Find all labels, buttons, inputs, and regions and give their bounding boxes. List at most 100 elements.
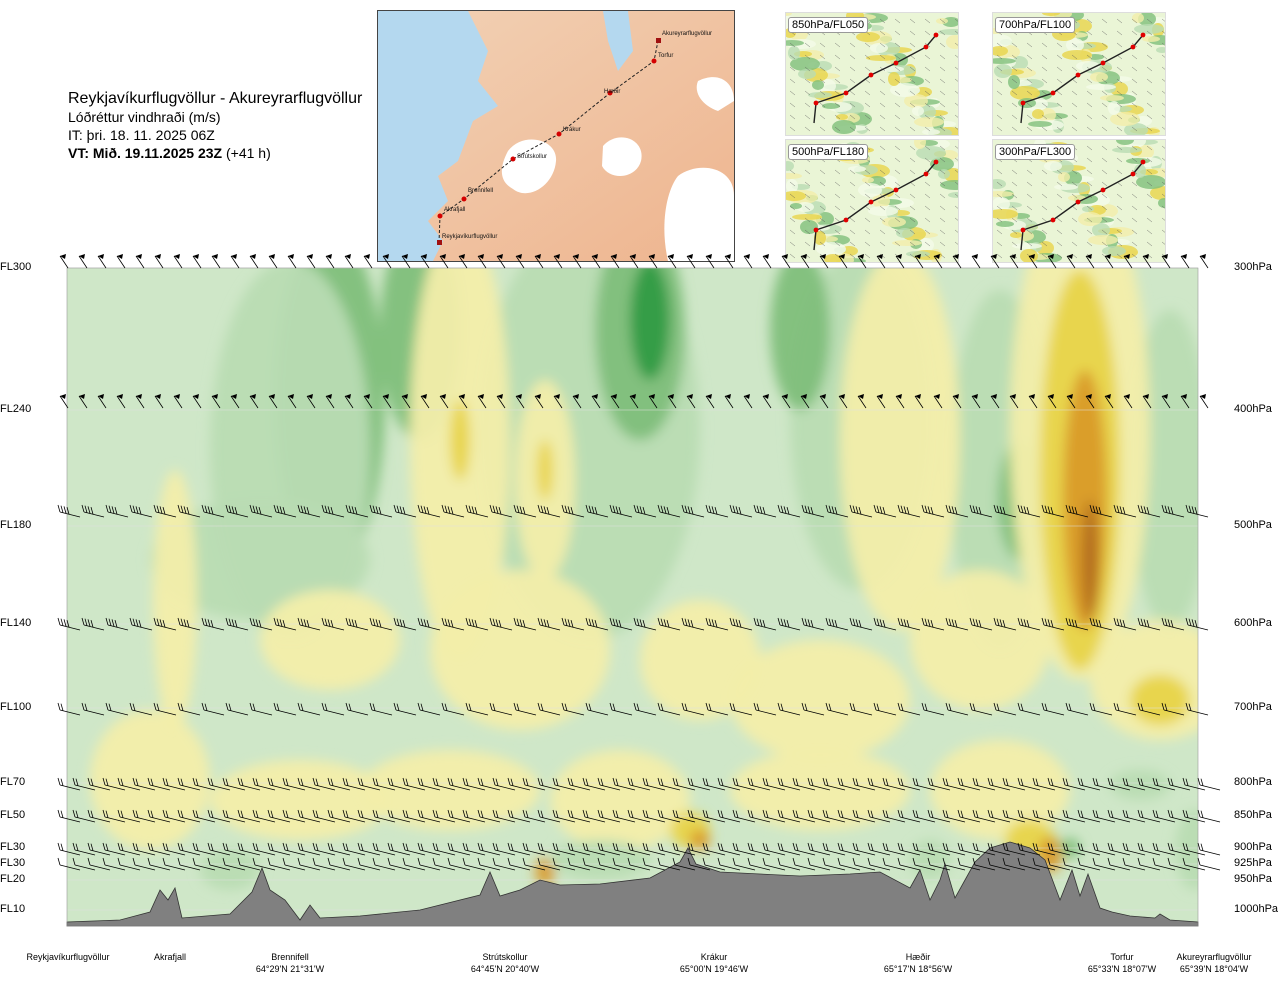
wind-barb — [1092, 842, 1116, 856]
wind-barb — [273, 504, 297, 518]
wind-barb — [897, 809, 921, 823]
panel-barb — [939, 217, 946, 223]
panel-route-point — [868, 199, 874, 205]
wind-barb — [78, 254, 88, 269]
wind-barb — [717, 777, 741, 791]
wind-barb — [1152, 857, 1176, 871]
valid-time-value: VT: Mið. 19.11.2025 23Z — [68, 145, 223, 161]
panel-barb — [1086, 126, 1093, 132]
panel-barb — [939, 18, 946, 24]
waypoint-coord: 65°17'N 18°56'W — [883, 964, 953, 974]
panel-field-cell — [946, 35, 958, 49]
wind-barb — [507, 842, 531, 856]
panel-barb — [834, 181, 841, 187]
panel-barb — [909, 42, 916, 48]
panel-barb — [954, 205, 958, 209]
panel-barb — [1011, 169, 1018, 175]
waypoint-label: Akureyrarflugvöllur 65°39'N 18°04'W — [1159, 951, 1269, 975]
panel-barb — [789, 205, 796, 211]
wind-barb — [942, 857, 966, 871]
waypoint-name: Reykjavíkurflugvöllur — [26, 952, 110, 962]
wind-barb — [567, 857, 591, 871]
wind-barb — [1065, 617, 1089, 631]
wind-barb — [945, 617, 969, 631]
panel-field-cell — [1136, 175, 1165, 189]
panel-barb — [1116, 229, 1123, 235]
panel-barb — [1146, 205, 1153, 211]
wind-barb — [705, 254, 715, 269]
wind-barb — [117, 842, 141, 856]
panel-barb — [924, 181, 931, 187]
wind-barb — [534, 394, 544, 409]
panel-barb — [924, 126, 931, 132]
wind-barb — [432, 809, 456, 823]
panel-field-cell — [948, 192, 958, 198]
wind-barb — [753, 702, 777, 716]
wind-barb — [372, 777, 396, 791]
panel-barb — [1086, 181, 1093, 187]
panel-850hpa[interactable]: 850hPa/FL050 — [785, 12, 959, 136]
panel-barb — [996, 126, 1003, 132]
wind-barb — [465, 504, 489, 518]
wind-barb — [1092, 857, 1116, 871]
waypoint-coord: 64°45'N 20°40'W — [470, 964, 540, 974]
wind-barb — [462, 857, 486, 871]
wind-barb — [489, 504, 513, 518]
wind-barb — [439, 394, 449, 409]
panel-barb — [909, 18, 916, 24]
wind-barb — [537, 857, 561, 871]
wind-barb — [822, 809, 846, 823]
wind-barb — [1199, 254, 1209, 269]
panel-barb — [1146, 145, 1153, 151]
panel-field-cell — [808, 92, 832, 98]
wind-barb — [642, 777, 666, 791]
wind-barb — [629, 254, 639, 269]
panel-field-cell — [1010, 232, 1022, 238]
velocity-contour — [640, 600, 760, 720]
hpa-label: 500hPa — [1234, 519, 1272, 531]
wind-barb — [492, 842, 516, 856]
wind-barb — [417, 809, 441, 823]
panel-barb — [894, 229, 901, 235]
panel-barb — [996, 78, 1003, 84]
panel-500hpa[interactable]: 500hPa/FL180 — [785, 139, 959, 263]
panel-barb — [1146, 30, 1153, 36]
panel-route-point — [923, 44, 929, 50]
wind-barb — [297, 702, 321, 716]
wind-barb — [849, 504, 873, 518]
wind-barb — [838, 254, 848, 269]
wind-barb — [897, 857, 921, 871]
wind-barb — [800, 394, 810, 409]
wind-barb — [363, 394, 373, 409]
panel-barb — [924, 102, 931, 108]
panel-barb — [1056, 102, 1063, 108]
panel-700hpa[interactable]: 700hPa/FL100 — [992, 12, 1166, 136]
panel-field-cell — [993, 191, 1014, 197]
panel-barb — [909, 114, 916, 120]
panel-barb — [789, 78, 796, 84]
panel-barb — [1131, 90, 1138, 96]
panel-barb — [1041, 193, 1048, 199]
map-label-krakur: Krákur — [563, 127, 581, 133]
map-label-brennifell: Brennifell — [468, 188, 493, 194]
panel-barb — [1161, 145, 1165, 149]
panel-barb — [1041, 78, 1048, 84]
panel-300hpa[interactable]: 300hPa/FL300 — [992, 139, 1166, 263]
wind-barb — [681, 702, 705, 716]
panel-field-cell — [786, 40, 804, 46]
wind-barb — [342, 842, 366, 856]
wind-barb — [552, 842, 576, 856]
panel-barb — [834, 102, 841, 108]
wind-barb — [897, 702, 921, 716]
wind-barb — [876, 394, 886, 409]
panel-barb — [996, 54, 1003, 60]
wind-barb — [732, 857, 756, 871]
panel-barb — [819, 241, 826, 247]
wind-barb — [297, 842, 321, 856]
wind-barb — [1185, 702, 1209, 716]
panel-barb — [1071, 90, 1078, 96]
panel-barb — [789, 241, 796, 247]
panel-barb — [1161, 157, 1165, 161]
panel-field-cell — [993, 197, 1010, 211]
panel-barb — [1011, 181, 1018, 187]
